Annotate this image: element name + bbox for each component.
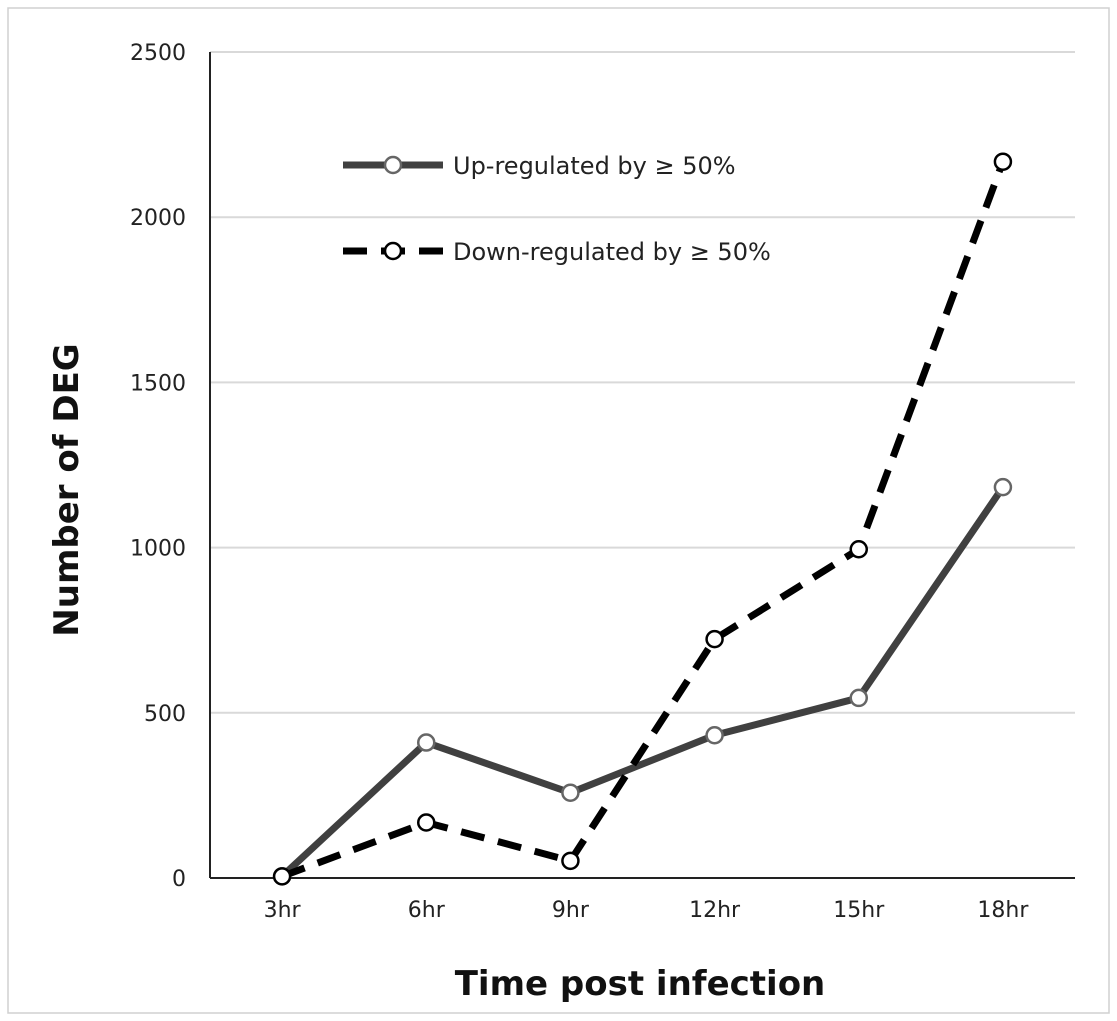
x-tick-labels: 3hr 6hr 9hr 12hr 15hr 18hr [264,898,1030,923]
x-tick-label: 15hr [833,898,885,923]
chart-frame [7,7,1110,1014]
data-point [849,540,868,559]
x-tick-label: 3hr [264,898,302,923]
x-axis-title: Time post infection [455,964,826,1004]
gridlines [210,51,1075,714]
legend-label: Down-regulated by ≥ 50% [453,238,771,266]
y-tick-labels: 0 500 1000 1500 2000 2500 [130,41,186,892]
y-axis-title: Number of DEG [47,343,87,636]
x-tick-label: 6hr [408,898,446,923]
legend-label: Up-regulated by ≥ 50% [453,152,736,180]
y-tick-label: 2500 [130,41,186,66]
data-point [561,851,580,871]
data-point [705,629,724,649]
series-lines [272,152,1013,886]
y-tick-label: 0 [172,867,186,892]
series-line-0 [279,485,1006,879]
data-point [272,867,292,886]
x-tick-label: 12hr [689,898,741,923]
data-point [561,783,580,803]
data-point [849,688,868,708]
legend-swatch-marker [383,241,403,261]
y-tick-label: 2000 [130,206,186,231]
data-point [993,477,1013,497]
legend: Up-regulated by ≥ 50% Down-regulated by ≥… [343,152,771,266]
x-tick-label: 9hr [552,898,590,923]
y-tick-label: 500 [144,702,186,727]
data-point [993,152,1013,171]
data-point [417,733,436,752]
x-tick-label: 18hr [977,898,1029,923]
data-point [705,726,724,745]
y-tick-label: 1500 [130,371,186,396]
data-point [417,813,436,832]
legend-swatch-marker [383,155,403,175]
y-tick-label: 1000 [130,537,186,562]
axes [209,52,1075,879]
series-line-1 [280,160,1007,880]
